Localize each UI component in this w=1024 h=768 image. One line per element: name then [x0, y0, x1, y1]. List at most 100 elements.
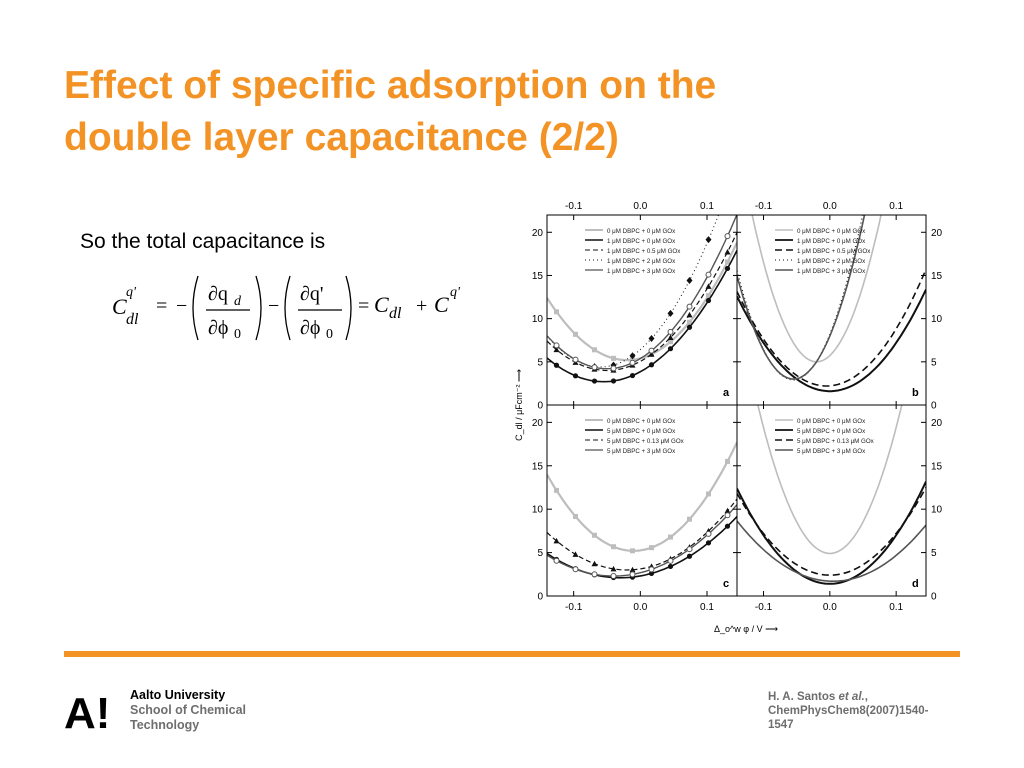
eq-plus: + [416, 295, 427, 317]
x-axis-label: Δ_o^w φ / V ⟶ [714, 624, 778, 634]
panel-c-series-1-marker [611, 544, 616, 550]
panel-a-series-5-marker [591, 364, 598, 371]
panel-a-series-2-marker [705, 297, 712, 304]
eq-term1-num-sub: d [234, 294, 242, 309]
panel-a-legend-label: 0 μM DBPC + 0 μM GOx [607, 228, 676, 235]
panel-c-series-4-marker [572, 566, 579, 573]
panel-a-series-3-marker [724, 248, 731, 255]
panel-c-series-3-marker [553, 537, 560, 544]
panel-b-series-1-line [751, 215, 882, 363]
panel-a-series-1-marker [554, 309, 559, 315]
right-tick-label: 20 [931, 418, 943, 429]
bottom-tick-label: -0.1 [565, 602, 583, 613]
panel-a-series-3-marker [667, 334, 674, 341]
panel-d-series-4-line [737, 520, 926, 582]
panel-c-series-4-marker [648, 566, 655, 573]
panel-d-legend-label: 5 μM DBPC + 0 μM GOx [797, 428, 866, 435]
panel-c-legend-label: 0 μM DBPC + 0 μM GOx [607, 418, 676, 425]
y-axis-label: C_dl / μFcm⁻² ⟶ [514, 369, 524, 441]
panel-b-series-5-line [737, 215, 866, 380]
title-line-2: double layer capacitance (2/2) [64, 116, 619, 159]
top-tick-label: 0.1 [889, 201, 903, 212]
panel-a-series-2-marker [686, 324, 693, 330]
eq-term1-den-sub: 0 [234, 327, 241, 342]
panel-a-series-3-marker [686, 311, 693, 318]
panel-a-series-1-marker [592, 347, 597, 353]
panel-c-legend-label: 5 μM DBPC + 3 μM GOx [607, 448, 676, 455]
panel-c-series-2-marker [686, 553, 693, 559]
eq-term1-den: ∂ϕ [208, 317, 228, 339]
panel-a-series-5-marker [610, 365, 617, 372]
panel-c-series-3-line [547, 498, 737, 571]
panel-a-series-1-marker [611, 355, 616, 361]
panel-a-series-5-marker [553, 342, 560, 349]
right-tick-label: 10 [931, 314, 943, 325]
panel-b-series-2-line [737, 289, 926, 393]
panel-d-label: d [912, 578, 919, 590]
panel-b-legend-label: 0 μM DBPC + 0 μM GOx [797, 228, 866, 235]
panel-a-series-2-marker [553, 362, 560, 368]
panel-a-series-5-marker [667, 328, 674, 335]
capacitance-figure: 0 μM DBPC + 0 μM GOx 1 μM DBPC + 0 μM GOx… [514, 201, 943, 634]
panel-c-series-2-marker [705, 540, 712, 546]
panel-a-series-3-line [547, 232, 737, 372]
intro-text: So the total capacitance is [80, 230, 326, 253]
panel-c-series-1-marker [706, 491, 711, 497]
panel-a-series-5-line [547, 215, 737, 370]
panel-c-label: c [723, 578, 729, 590]
panel-a-legend-label: 1 μM DBPC + 0 μM GOx [607, 238, 676, 245]
university-name: Aalto University School of Chemical Tech… [130, 688, 246, 733]
panel-c-series-1-marker [725, 458, 730, 464]
panel-a-series-4-marker [667, 309, 674, 317]
bottom-tick-label: 0.0 [823, 602, 837, 613]
panel-c-series-2-marker [667, 563, 674, 570]
top-tick-label: 0.0 [823, 201, 837, 212]
footer-rule [64, 651, 960, 657]
panel-a-label: a [723, 387, 730, 399]
panel-b-legend-label: 1 μM DBPC + 0.5 μM GOx [797, 248, 871, 255]
panel-d-series-1-line [757, 405, 903, 555]
eq-term1-num: ∂q [208, 283, 228, 305]
panel-a-series-1-marker [687, 319, 692, 325]
right-tick-label: 5 [931, 357, 937, 368]
eq-paren-open-1 [192, 275, 199, 341]
panel-a-series-4-line [547, 215, 720, 368]
eq-rhs2-sup: q' [450, 285, 461, 300]
panel-a-series-4-marker [610, 361, 617, 369]
eq-minus-1: − [176, 295, 187, 317]
eq-term2-num: ∂q' [300, 283, 324, 305]
panel-c-series-1-marker [668, 534, 673, 540]
uni-line-2: School of Chemical [130, 703, 246, 717]
panel-a-series-3-marker [705, 283, 712, 289]
panel-a-series-1-marker [668, 339, 673, 345]
panel-c-series-1-marker [592, 532, 597, 538]
uni-line-1: Aalto University [130, 688, 226, 702]
panel-c-series-3-marker [629, 566, 636, 573]
citation-line-3: 1547 [768, 719, 794, 731]
eq-equals-1: = [156, 295, 167, 317]
slide-title: Effect of specific adsorption on the dou… [64, 60, 964, 164]
panel-c-series-1-line [547, 441, 737, 552]
left-tick-label: 20 [532, 228, 544, 239]
panel-c-series-3-marker [591, 560, 598, 567]
eq-term2-den-sub: 0 [326, 327, 333, 342]
eq-lhs-sup: q' [126, 285, 137, 300]
panel-a-series-4-marker [686, 276, 693, 284]
panel-d-series-2-line [737, 481, 926, 585]
left-tick-label: 5 [537, 548, 543, 559]
eq-paren-open-2 [284, 275, 291, 341]
panel-b-legend-label: 1 μM DBPC + 0 μM GOx [797, 238, 866, 245]
panel-c-series-1-marker [649, 545, 654, 551]
panel-c-series-4-marker [724, 512, 731, 519]
eq-term2-den: ∂ϕ [300, 317, 320, 339]
panel-c-series-1-marker [687, 516, 692, 522]
panel-c-legend-label: 5 μM DBPC + 0.13 μM GOx [607, 438, 685, 445]
panel-a-series-2-line [547, 250, 737, 383]
bottom-tick-label: 0.1 [700, 602, 714, 613]
panel-b-legend-label: 1 μM DBPC + 3 μM GOx [797, 268, 866, 275]
panel-a-series-1-marker [573, 331, 578, 337]
panel-a-series-5-marker [629, 359, 636, 366]
right-tick-label: 15 [931, 461, 943, 472]
uni-line-3: Technology [130, 718, 200, 732]
eq-equals-2: = [358, 295, 369, 317]
